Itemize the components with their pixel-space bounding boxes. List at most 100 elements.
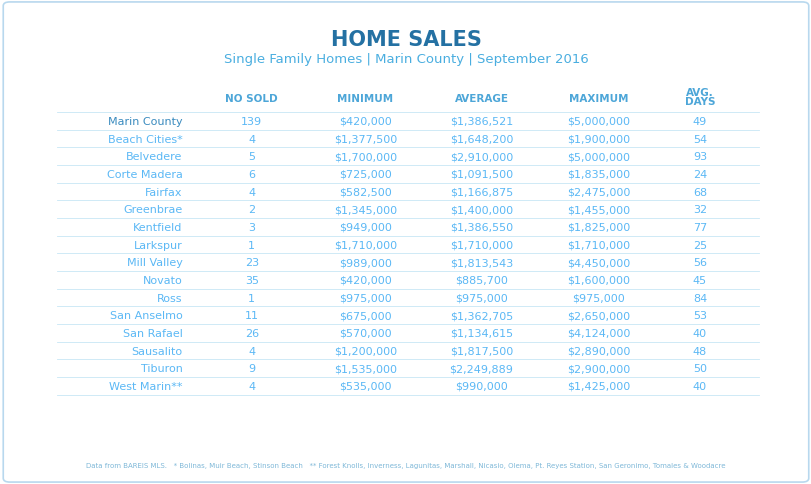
Text: $1,817,500: $1,817,500	[449, 347, 513, 357]
Text: 35: 35	[244, 276, 259, 286]
Text: Corte Madera: Corte Madera	[107, 170, 182, 180]
Text: $1,386,521: $1,386,521	[449, 117, 513, 127]
Text: $1,535,000: $1,535,000	[333, 364, 397, 374]
Text: 50: 50	[692, 364, 706, 374]
Text: 84: 84	[692, 294, 706, 303]
Text: MAXIMUM: MAXIMUM	[568, 94, 628, 104]
Text: 77: 77	[692, 223, 706, 233]
Text: Marin County: Marin County	[108, 117, 182, 127]
Text: 23: 23	[244, 258, 259, 268]
Text: DAYS: DAYS	[684, 97, 714, 106]
Text: AVERAGE: AVERAGE	[454, 94, 508, 104]
Text: $989,000: $989,000	[338, 258, 392, 268]
Text: 32: 32	[692, 205, 706, 215]
Text: 25: 25	[692, 241, 706, 251]
Text: Kentfield: Kentfield	[133, 223, 182, 233]
Text: 5: 5	[248, 152, 255, 162]
Text: Tiburon: Tiburon	[140, 364, 182, 374]
Text: $582,500: $582,500	[339, 188, 391, 197]
Text: $1,835,000: $1,835,000	[566, 170, 629, 180]
Text: $535,000: $535,000	[339, 382, 391, 392]
Text: 54: 54	[692, 135, 706, 145]
Text: $975,000: $975,000	[455, 294, 507, 303]
Text: $1,134,615: $1,134,615	[449, 329, 513, 339]
Text: Sausalito: Sausalito	[131, 347, 182, 357]
Text: 9: 9	[248, 364, 255, 374]
Text: San Rafael: San Rafael	[122, 329, 182, 339]
Text: Larkspur: Larkspur	[134, 241, 182, 251]
Text: $725,000: $725,000	[339, 170, 391, 180]
Text: West Marin**: West Marin**	[109, 382, 182, 392]
Text: $570,000: $570,000	[339, 329, 391, 339]
Text: Novato: Novato	[143, 276, 182, 286]
Text: 4: 4	[248, 188, 255, 197]
Text: $1,455,000: $1,455,000	[566, 205, 629, 215]
Text: $2,475,000: $2,475,000	[566, 188, 629, 197]
Text: Fairfax: Fairfax	[145, 188, 182, 197]
Text: 11: 11	[244, 311, 259, 321]
Text: 6: 6	[248, 170, 255, 180]
Text: 53: 53	[692, 311, 706, 321]
Text: $1,648,200: $1,648,200	[449, 135, 513, 145]
Text: Beach Cities*: Beach Cities*	[108, 135, 182, 145]
Text: $1,600,000: $1,600,000	[566, 276, 629, 286]
Text: $1,900,000: $1,900,000	[566, 135, 629, 145]
Text: 26: 26	[244, 329, 259, 339]
Text: Single Family Homes | Marin County | September 2016: Single Family Homes | Marin County | Sep…	[223, 53, 588, 66]
Text: 1: 1	[248, 294, 255, 303]
Text: 24: 24	[692, 170, 706, 180]
Text: 1: 1	[248, 241, 255, 251]
Text: 40: 40	[692, 382, 706, 392]
Text: 2: 2	[248, 205, 255, 215]
Text: $4,450,000: $4,450,000	[566, 258, 629, 268]
Text: $949,000: $949,000	[338, 223, 392, 233]
Text: $1,813,543: $1,813,543	[449, 258, 513, 268]
Text: HOME SALES: HOME SALES	[330, 30, 481, 50]
Text: $1,710,000: $1,710,000	[333, 241, 397, 251]
Text: Mill Valley: Mill Valley	[127, 258, 182, 268]
Text: Greenbrae: Greenbrae	[123, 205, 182, 215]
Text: $675,000: $675,000	[339, 311, 391, 321]
Text: 3: 3	[248, 223, 255, 233]
Text: $4,124,000: $4,124,000	[566, 329, 629, 339]
Text: $1,700,000: $1,700,000	[333, 152, 397, 162]
Text: $420,000: $420,000	[339, 276, 391, 286]
Text: $1,345,000: $1,345,000	[333, 205, 397, 215]
Text: 139: 139	[241, 117, 262, 127]
Text: $2,249,889: $2,249,889	[449, 364, 513, 374]
Text: $2,900,000: $2,900,000	[566, 364, 629, 374]
Text: 45: 45	[692, 276, 706, 286]
Text: 40: 40	[692, 329, 706, 339]
Text: $5,000,000: $5,000,000	[566, 152, 629, 162]
Text: $1,377,500: $1,377,500	[333, 135, 397, 145]
Text: 4: 4	[248, 347, 255, 357]
Text: $1,400,000: $1,400,000	[449, 205, 513, 215]
Text: $975,000: $975,000	[572, 294, 624, 303]
Text: $1,710,000: $1,710,000	[449, 241, 513, 251]
Text: $1,825,000: $1,825,000	[566, 223, 629, 233]
Text: $1,710,000: $1,710,000	[566, 241, 629, 251]
Text: 49: 49	[692, 117, 706, 127]
Text: $420,000: $420,000	[339, 117, 391, 127]
Text: AVG.: AVG.	[685, 88, 713, 98]
Text: $2,650,000: $2,650,000	[566, 311, 629, 321]
Text: 56: 56	[692, 258, 706, 268]
Text: $1,166,875: $1,166,875	[449, 188, 513, 197]
Text: $1,362,705: $1,362,705	[449, 311, 513, 321]
Text: $2,910,000: $2,910,000	[449, 152, 513, 162]
Text: 48: 48	[692, 347, 706, 357]
Text: $1,386,550: $1,386,550	[449, 223, 513, 233]
Text: 68: 68	[692, 188, 706, 197]
Text: Data from BAREIS MLS.   * Bolinas, Muir Beach, Stinson Beach   ** Forest Knolls,: Data from BAREIS MLS. * Bolinas, Muir Be…	[86, 463, 725, 469]
Text: 4: 4	[248, 382, 255, 392]
Text: $1,200,000: $1,200,000	[333, 347, 397, 357]
Text: 93: 93	[692, 152, 706, 162]
Text: 4: 4	[248, 135, 255, 145]
Text: $2,890,000: $2,890,000	[566, 347, 629, 357]
Text: San Anselmo: San Anselmo	[109, 311, 182, 321]
Text: $990,000: $990,000	[455, 382, 507, 392]
Text: $1,425,000: $1,425,000	[566, 382, 629, 392]
Text: $5,000,000: $5,000,000	[566, 117, 629, 127]
Text: NO SOLD: NO SOLD	[225, 94, 277, 104]
Text: $975,000: $975,000	[339, 294, 391, 303]
